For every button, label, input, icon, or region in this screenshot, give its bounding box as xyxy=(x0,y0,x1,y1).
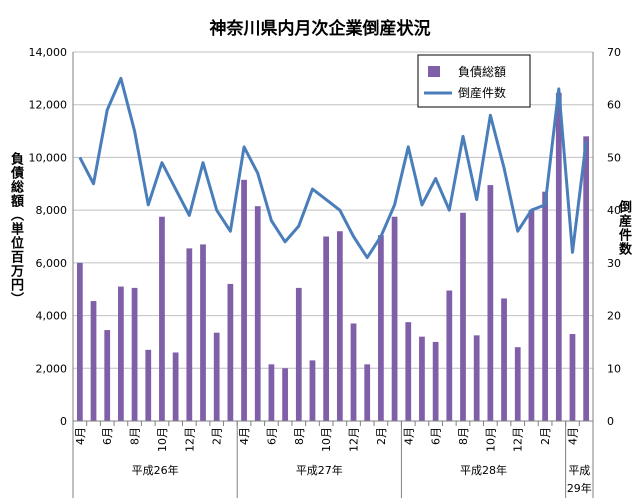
bar xyxy=(446,290,453,421)
bar xyxy=(419,336,425,421)
bar xyxy=(200,244,206,421)
bar xyxy=(432,341,439,421)
y-left-tick-label: 6,000 xyxy=(36,257,68,270)
y-axis-left-label: 負債総額（単位百万円） xyxy=(8,152,23,306)
y-left-tick-label: 10,000 xyxy=(29,151,68,164)
year-group-label-line1: 平成 xyxy=(568,464,590,477)
bar xyxy=(186,248,193,421)
year-group-label: 平成28年 xyxy=(460,463,507,477)
x-tick-label: 4月 xyxy=(74,427,87,445)
bar xyxy=(378,235,384,421)
x-tick-label: 4月 xyxy=(566,427,579,445)
x-tick-label: 10月 xyxy=(320,427,333,452)
x-tick-label: 6月 xyxy=(265,427,278,445)
bar xyxy=(282,368,288,421)
x-tick-label: 12月 xyxy=(348,427,361,452)
bar xyxy=(336,231,343,421)
y-left-tick-label: 14,000 xyxy=(29,46,68,59)
bar xyxy=(460,212,466,421)
bar xyxy=(268,364,275,421)
bar xyxy=(172,352,179,421)
bar xyxy=(405,322,412,421)
legend-label-line: 倒産件数 xyxy=(458,85,506,100)
bar xyxy=(295,287,302,421)
x-tick-label: 10月 xyxy=(484,427,497,452)
bar xyxy=(241,179,247,421)
bar xyxy=(118,286,124,421)
bar xyxy=(90,301,97,421)
x-tick-label: 4月 xyxy=(238,427,251,445)
x-tick-label: 2月 xyxy=(539,427,552,445)
bar xyxy=(104,330,111,421)
x-tick-label: 10月 xyxy=(156,427,169,452)
y-right-tick-label: 40 xyxy=(607,204,621,217)
bar xyxy=(213,332,220,421)
y-left-tick-label: 12,000 xyxy=(29,99,68,112)
y-right-tick-label: 0 xyxy=(607,415,614,428)
bar xyxy=(364,364,371,421)
y-right-tick-label: 30 xyxy=(607,257,621,270)
year-group-label-line2: 29年 xyxy=(567,481,592,495)
y-left-tick-label: 0 xyxy=(60,415,67,428)
legend-box xyxy=(417,54,531,108)
x-tick-label: 6月 xyxy=(101,427,114,445)
bar xyxy=(309,360,316,421)
bar xyxy=(76,262,83,421)
y-left-tick-label: 4,000 xyxy=(36,310,68,323)
y-left-tick-label: 2,000 xyxy=(36,362,68,375)
bar xyxy=(391,216,398,421)
bar xyxy=(542,191,548,421)
bar xyxy=(323,236,330,421)
bar xyxy=(350,323,357,421)
bar xyxy=(145,349,152,421)
bar xyxy=(487,185,494,421)
y-right-tick-label: 10 xyxy=(607,362,621,375)
x-tick-label: 8月 xyxy=(457,427,470,445)
x-tick-label: 2月 xyxy=(375,427,388,445)
bar xyxy=(159,216,165,421)
x-tick-label: 8月 xyxy=(293,427,306,445)
series-line xyxy=(78,76,588,260)
y-axis-right-label: 倒産件数 xyxy=(616,200,631,256)
bar xyxy=(473,335,480,421)
chart-title: 神奈川県内月次企業倒産状況 xyxy=(209,19,431,39)
bar xyxy=(227,283,234,421)
year-group-label: 平成27年 xyxy=(296,463,343,477)
x-tick-label: 4月 xyxy=(402,427,415,445)
bar xyxy=(555,92,562,421)
bar xyxy=(583,136,590,422)
bar xyxy=(569,334,576,421)
x-tick-label: 12月 xyxy=(183,427,196,452)
bar xyxy=(131,287,138,421)
bar xyxy=(254,206,261,421)
bar xyxy=(514,347,521,421)
x-tick-label: 8月 xyxy=(129,427,142,445)
y-right-tick-label: 60 xyxy=(607,99,621,112)
x-tick-label: 2月 xyxy=(211,427,224,445)
bar xyxy=(501,298,507,421)
y-right-tick-label: 70 xyxy=(607,46,621,59)
legend-swatch-bar xyxy=(428,66,440,77)
bar xyxy=(528,210,535,421)
year-group-label: 平成26年 xyxy=(132,463,179,477)
y-right-tick-label: 20 xyxy=(607,310,621,323)
x-tick-label: 12月 xyxy=(512,427,525,452)
y-left-tick-label: 8,000 xyxy=(36,204,68,217)
y-right-tick-label: 50 xyxy=(607,151,621,164)
legend-label-bar: 負債総額 xyxy=(458,64,506,79)
x-tick-label: 6月 xyxy=(430,427,443,445)
